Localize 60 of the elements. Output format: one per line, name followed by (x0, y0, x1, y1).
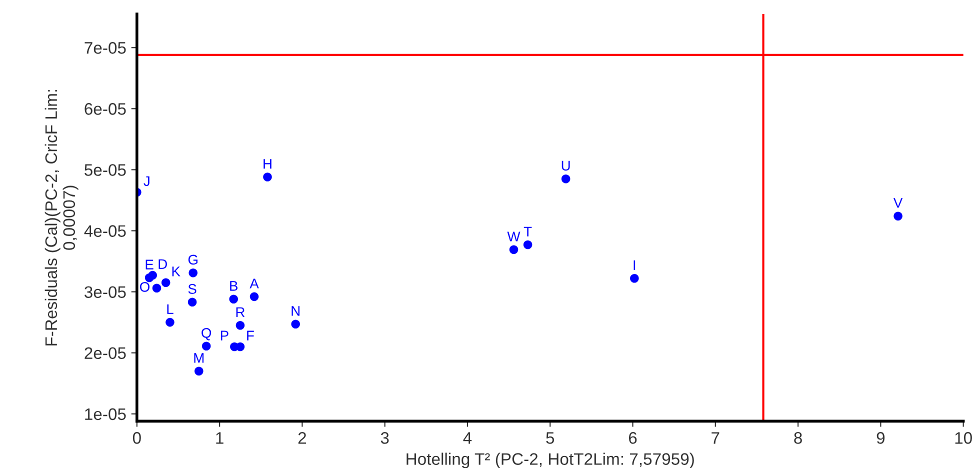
point (188, 298, 197, 307)
x-tick-label: 4 (463, 432, 472, 444)
point (236, 320, 245, 330)
annotation: K (172, 266, 180, 276)
x-tick-label: 9 (876, 432, 885, 444)
annotation: D (158, 259, 167, 269)
annotation: H (264, 159, 272, 169)
annotation: R (236, 307, 245, 317)
point (523, 240, 532, 250)
x-tick-label: 5 (546, 432, 554, 444)
y-tick-label: 6e-05 (84, 103, 126, 115)
x-tick-label: 8 (794, 432, 802, 444)
annotation: N (292, 306, 300, 316)
x-tick-label: 10 (955, 432, 972, 444)
annotation: U (562, 160, 570, 171)
annotation: O (140, 282, 150, 292)
x-tick-label: 1 (216, 432, 224, 444)
point (194, 366, 204, 376)
point (202, 342, 211, 351)
point (894, 212, 902, 220)
annotation: F (247, 330, 254, 340)
y-tick-label: 5e-05 (84, 164, 126, 176)
point (630, 274, 639, 283)
point (188, 268, 198, 278)
annotation: E (146, 260, 154, 270)
y-tick-label: 7e-05 (84, 42, 126, 54)
point (161, 278, 170, 288)
annotation: G (188, 254, 198, 265)
annotation: W (507, 232, 520, 242)
point (561, 174, 570, 184)
point (509, 245, 518, 254)
annotation: L (167, 304, 174, 314)
point (263, 172, 272, 182)
y-tick-label: 1e-05 (85, 408, 126, 420)
x-tick-label: 6 (628, 432, 637, 444)
x-tick-label: 3 (380, 432, 389, 444)
point (148, 270, 158, 280)
annotation: I (634, 260, 636, 270)
point (152, 284, 162, 293)
annotation: B (230, 281, 238, 291)
y-tick-label: 2e-05 (84, 347, 126, 360)
annotation: P (220, 330, 228, 340)
annotation: A (250, 278, 259, 288)
y-tick-label: 4e-05 (84, 225, 126, 237)
point (250, 292, 259, 302)
x-tick-label: 7 (712, 432, 720, 444)
x-tick-label: 0 (132, 432, 141, 444)
annotation: J (144, 176, 150, 186)
annotation: T (524, 226, 532, 236)
x-axis-title: Hotelling T² (PC-2, HotT2Lim: 7,57959) (406, 452, 694, 468)
x-tick-label: 2 (298, 432, 306, 444)
annotation: V (893, 198, 903, 208)
point (291, 320, 300, 329)
point (166, 318, 174, 327)
y-tick-label: 3e-05 (84, 286, 126, 298)
annotation: M (194, 353, 204, 363)
y-axis-title: F-Residuals (Cal)(PC-2, CricF Lim: 0,00007) (44, 90, 78, 346)
annotation: Q (202, 328, 212, 340)
point (229, 294, 238, 304)
annotation: S (188, 284, 196, 294)
